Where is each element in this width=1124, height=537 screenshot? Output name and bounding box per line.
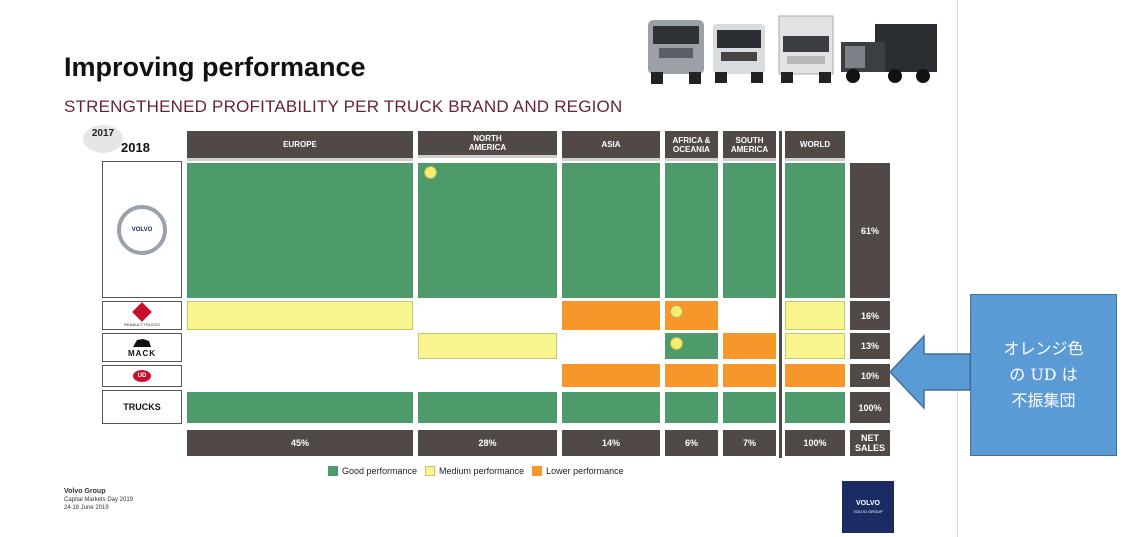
share-renault: 16% [850, 301, 890, 330]
renault-truck-image [713, 24, 765, 83]
region-header-world: WORLD [785, 131, 845, 161]
cell-volvo-south-america [723, 163, 776, 298]
volvo-group-logo: VOLVO VOLVO GROUP [842, 481, 894, 533]
net-sales-europe: 45% [187, 430, 413, 456]
legend-good-swatch [328, 466, 338, 476]
cell-ud-africa-oceania [665, 364, 718, 387]
net-sales-south-america: 7% [723, 430, 776, 456]
cell-ud-asia [562, 364, 660, 387]
cell-ud-world [785, 364, 845, 387]
net-sales-world: 100% [785, 430, 845, 456]
legend-good-label: Good performance [342, 466, 418, 476]
world-separator [779, 131, 782, 458]
presentation-slide: Improving performance STRENGTHENED PROFI… [64, 0, 958, 537]
cell-volvo-north-america [418, 163, 557, 298]
share-mack: 13% [850, 333, 890, 359]
cell-volvo-africa-oceania [665, 163, 718, 298]
cell-volvo-europe [187, 163, 413, 298]
net-sales-north-america: 28% [418, 430, 557, 456]
cell-renault-world [785, 301, 845, 330]
callout-arrow-icon [888, 334, 971, 410]
cell-renault-asia [562, 301, 660, 330]
legend: Good performance Medium performance Lowe… [320, 466, 624, 476]
truck-images [648, 15, 937, 84]
cell-trucks-africa-oceania [665, 392, 718, 423]
page-subtitle: STRENGTHENED PROFITABILITY PER TRUCK BRA… [64, 97, 623, 116]
share-trucks-total: 100% [850, 392, 890, 423]
page-title: Improving performance [64, 52, 366, 82]
cell-mack-north-america [418, 333, 557, 359]
medium-2017-marker [670, 337, 683, 350]
footer-event: Capital Markets Day 2019 [64, 497, 134, 503]
cell-trucks-asia [562, 392, 660, 423]
region-header-africa-oceania: AFRICA & OCEANIA [665, 131, 718, 161]
share-ud: 10% [850, 364, 890, 387]
share-volvo: 61% [850, 163, 890, 298]
cell-trucks-north-america [418, 392, 557, 423]
footer-page-date: 24 18 June 2019 [64, 505, 109, 511]
callout-line-3: 不振集団 [1011, 391, 1076, 410]
legend-medium-label: Medium performance [439, 466, 525, 476]
medium-2017-marker [424, 166, 437, 179]
ud-logo-icon: UD [133, 370, 151, 382]
cell-trucks-europe [187, 392, 413, 423]
cell-volvo-world [785, 163, 845, 298]
legend-medium-swatch [425, 466, 436, 476]
brand-trucks-total: TRUCKS [102, 390, 182, 424]
mack-truck-image [841, 24, 937, 83]
callout-line-1: オレンジ色 [1003, 339, 1084, 358]
region-header-europe: EUROPE [187, 131, 413, 161]
region-header-north-america: NORTH AMERICA [418, 131, 557, 158]
callout-line-2: の UD は [1009, 365, 1078, 384]
legend-lower-swatch [532, 466, 543, 476]
year-2017-badge: 2017 [83, 125, 123, 153]
cell-trucks-south-america [723, 392, 776, 423]
cell-trucks-world [785, 392, 845, 423]
brand-mack: MACK [102, 333, 182, 362]
cell-mack-world [785, 333, 845, 359]
annotation-callout: オレンジ色 の UD は 不振集団 [970, 294, 1117, 456]
legend-lower-label: Lower performance [546, 466, 624, 476]
brand-volvo: VOLVO [102, 161, 182, 298]
volvo-truck-image [648, 20, 704, 84]
region-header-asia: ASIA [562, 131, 660, 161]
volvo-logo-icon: VOLVO [117, 204, 167, 255]
mack-logo-icon: MACK [128, 337, 156, 358]
renault-logo-icon: RENAULT TRUCKS [124, 301, 160, 327]
year-2018-label: 2018 [121, 140, 150, 155]
net-sales-asia: 14% [562, 430, 660, 456]
cell-mack-south-america [723, 333, 776, 359]
net-sales-label: NET SALES [850, 430, 890, 456]
cell-ud-south-america [723, 364, 776, 387]
footer-company: Volvo Group [64, 488, 106, 495]
brand-renault: RENAULT TRUCKS [102, 301, 182, 330]
cell-volvo-asia [562, 163, 660, 298]
ud-truck-image [778, 15, 834, 83]
trucks-label: TRUCKS [123, 402, 161, 412]
region-header-south-america: SOUTH AMERICA [723, 131, 776, 161]
net-sales-africa-oceania: 6% [665, 430, 718, 456]
cell-renault-europe [187, 301, 413, 330]
brand-ud: UD [102, 365, 182, 387]
slide-footer: Volvo Group Capital Markets Day 2019 24 … [64, 488, 133, 512]
medium-2017-marker [670, 305, 683, 318]
